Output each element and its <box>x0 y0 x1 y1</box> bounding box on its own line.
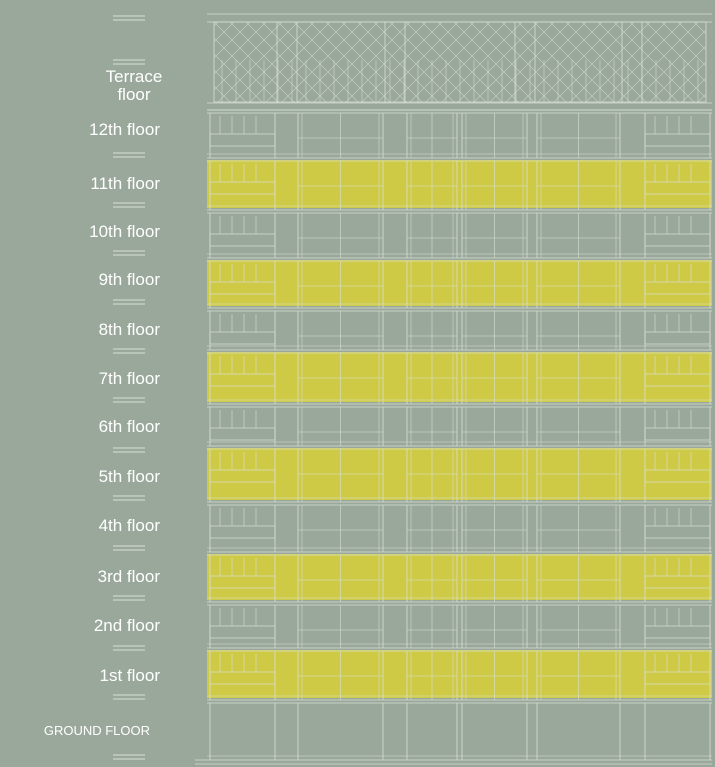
floor-label[interactable]: 12th floor <box>10 121 160 139</box>
floor-highlight[interactable] <box>207 352 712 402</box>
balcony <box>210 234 275 246</box>
floor-label[interactable]: 1st floor <box>10 667 160 685</box>
floor-highlight[interactable] <box>207 448 712 500</box>
floor-label[interactable]: 7th floor <box>10 370 160 388</box>
floor-label[interactable]: 3rd floor <box>10 568 160 586</box>
floor-label[interactable]: 8th floor <box>10 321 160 339</box>
floor-label[interactable]: 10th floor <box>10 223 160 241</box>
balcony <box>645 526 710 538</box>
balcony <box>210 134 275 146</box>
balcony <box>210 526 275 538</box>
balcony <box>645 626 710 638</box>
floor-label[interactable]: 2nd floor <box>10 617 160 635</box>
floor-label[interactable]: 6th floor <box>10 418 160 436</box>
floor-highlight[interactable] <box>207 160 712 208</box>
floor-highlight[interactable] <box>207 650 712 698</box>
balcony <box>645 234 710 246</box>
floor-label[interactable]: 11th floor <box>10 175 160 193</box>
floor-label[interactable]: GROUND FLOOR <box>0 722 150 740</box>
balcony <box>645 134 710 146</box>
balcony <box>210 332 275 344</box>
floor-selector: Terrace floor 12th floor 11th floor 10th fl… <box>0 0 715 767</box>
balcony <box>645 428 710 440</box>
floor-label[interactable]: 5th floor <box>10 468 160 486</box>
floor-label[interactable]: Terrace floor <box>104 68 164 104</box>
floor-label[interactable]: 9th floor <box>10 271 160 289</box>
floor-label[interactable]: 4th floor <box>10 517 160 535</box>
balcony <box>210 626 275 638</box>
floor-highlight[interactable] <box>207 554 712 600</box>
floor-highlight[interactable] <box>207 260 712 306</box>
balcony <box>210 428 275 440</box>
balcony <box>645 332 710 344</box>
